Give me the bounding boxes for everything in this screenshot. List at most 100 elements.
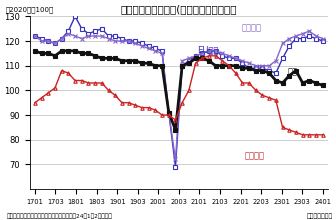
中国向け bbox=[200, 57, 204, 60]
全体 bbox=[160, 64, 164, 67]
中国向け bbox=[207, 55, 211, 57]
中国向け bbox=[66, 72, 70, 74]
EU向け bbox=[294, 37, 298, 40]
Text: （年・四半期）: （年・四半期） bbox=[306, 213, 333, 219]
EU向け bbox=[133, 40, 137, 42]
中国向け bbox=[153, 109, 157, 112]
米国向け bbox=[120, 40, 124, 42]
全体 bbox=[200, 57, 204, 60]
EU向け bbox=[107, 35, 111, 37]
米国向け bbox=[254, 64, 258, 67]
EU向け bbox=[240, 62, 244, 64]
EU向け bbox=[33, 35, 37, 37]
中国向け bbox=[173, 119, 177, 121]
全体 bbox=[153, 64, 157, 67]
全体 bbox=[214, 64, 218, 67]
EU向け bbox=[40, 37, 44, 40]
中国向け bbox=[80, 79, 84, 82]
中国向け bbox=[113, 94, 117, 97]
米国向け bbox=[227, 55, 231, 57]
EU向け bbox=[254, 67, 258, 70]
EU向け bbox=[321, 40, 325, 42]
米国向け bbox=[247, 62, 251, 64]
米国向け bbox=[294, 35, 298, 37]
全体 bbox=[173, 128, 177, 131]
米国向け bbox=[80, 37, 84, 40]
全体 bbox=[314, 82, 318, 84]
米国向け bbox=[220, 52, 224, 55]
中国向け bbox=[247, 82, 251, 84]
全体 bbox=[234, 64, 238, 67]
EU向け bbox=[260, 67, 264, 70]
米国向け bbox=[147, 47, 151, 50]
米国向け bbox=[46, 40, 50, 42]
米国向け bbox=[194, 55, 198, 57]
米国向け bbox=[113, 40, 117, 42]
米国向け bbox=[86, 35, 90, 37]
EU向け bbox=[167, 111, 171, 114]
全体 bbox=[167, 111, 171, 114]
Text: 全体: 全体 bbox=[288, 67, 298, 76]
全体 bbox=[120, 59, 124, 62]
EU向け bbox=[207, 50, 211, 52]
全体 bbox=[93, 55, 97, 57]
Text: （資料）財務省「貿易統計」　（注）直近は24年1、2月の平均: （資料）財務省「貿易統計」 （注）直近は24年1、2月の平均 bbox=[7, 213, 113, 219]
米国向け bbox=[53, 42, 57, 45]
米国向け bbox=[40, 40, 44, 42]
中国向け bbox=[46, 92, 50, 94]
中国向け bbox=[147, 106, 151, 109]
全体 bbox=[60, 50, 64, 52]
全体 bbox=[321, 84, 325, 87]
米国向け bbox=[260, 64, 264, 67]
全体 bbox=[53, 55, 57, 57]
全体 bbox=[180, 64, 184, 67]
全体 bbox=[254, 69, 258, 72]
米国向け bbox=[153, 50, 157, 52]
EU向け bbox=[194, 55, 198, 57]
中国向け bbox=[160, 114, 164, 116]
全体 bbox=[107, 57, 111, 60]
全体 bbox=[66, 50, 70, 52]
全体 bbox=[73, 50, 77, 52]
全体 bbox=[287, 74, 291, 77]
EU向け bbox=[187, 59, 191, 62]
Text: 中国向け: 中国向け bbox=[244, 151, 264, 160]
米国向け bbox=[73, 35, 77, 37]
全体 bbox=[127, 59, 131, 62]
中国向け bbox=[53, 87, 57, 89]
全体 bbox=[267, 72, 271, 74]
EU向け bbox=[180, 64, 184, 67]
Line: 全体: 全体 bbox=[33, 49, 325, 132]
全体 bbox=[80, 52, 84, 55]
全体 bbox=[140, 62, 144, 64]
全体 bbox=[194, 57, 198, 60]
米国向け bbox=[207, 50, 211, 52]
EU向け bbox=[214, 50, 218, 52]
EU向け bbox=[227, 57, 231, 60]
米国向け bbox=[133, 42, 137, 45]
EU向け bbox=[173, 166, 177, 168]
中国向け bbox=[140, 106, 144, 109]
中国向け bbox=[267, 96, 271, 99]
中国向け bbox=[194, 62, 198, 64]
Text: 米国向け: 米国向け bbox=[242, 23, 261, 32]
米国向け bbox=[214, 50, 218, 52]
Line: 米国向け: 米国向け bbox=[33, 29, 325, 161]
全体 bbox=[86, 52, 90, 55]
全体 bbox=[294, 69, 298, 72]
中国向け bbox=[321, 134, 325, 136]
米国向け bbox=[60, 37, 64, 40]
全体 bbox=[133, 59, 137, 62]
全体 bbox=[147, 62, 151, 64]
全体 bbox=[207, 59, 211, 62]
EU向け bbox=[274, 72, 278, 74]
米国向け bbox=[240, 59, 244, 62]
EU向け bbox=[281, 57, 285, 60]
米国向け bbox=[180, 59, 184, 62]
中国向け bbox=[167, 114, 171, 116]
全体 bbox=[307, 79, 311, 82]
全体 bbox=[187, 62, 191, 64]
中国向け bbox=[86, 82, 90, 84]
全体 bbox=[220, 64, 224, 67]
EU向け bbox=[200, 52, 204, 55]
